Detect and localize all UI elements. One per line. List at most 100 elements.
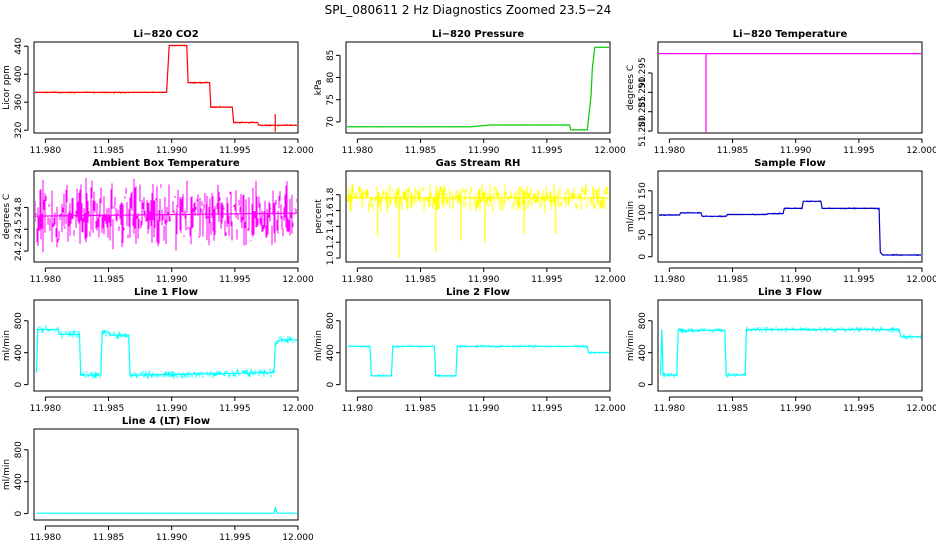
- x-tick-label: 11.985: [717, 275, 749, 285]
- x-tick-label: 12.000: [594, 146, 626, 156]
- plot-frame: [33, 170, 299, 263]
- panel: Li−820 Temperature 11.980 11.985 11.990 11.9…: [626, 29, 936, 156]
- x-tick-label: 12.000: [594, 275, 626, 285]
- x-tick-label: 11.980: [654, 275, 686, 285]
- series-group: [659, 200, 921, 257]
- y-axis-label: degrees C: [626, 65, 636, 110]
- x-tick-label: 11.980: [30, 533, 62, 540]
- y-tick-label: 70: [326, 116, 336, 128]
- x-tick-label: 11.985: [405, 146, 437, 156]
- y-axis-label: ml/min: [626, 330, 636, 361]
- y-tick-label: 800: [638, 312, 648, 329]
- panel: Line 1 Flow 11.980 11.985 11.990 11.995 12.00…: [2, 287, 314, 414]
- x-tick-label: 12.000: [906, 146, 936, 156]
- x-tick-label: 11.985: [93, 275, 125, 285]
- x-tick-label: 11.980: [30, 146, 62, 156]
- x-tick-label: 11.990: [780, 146, 812, 156]
- panel-title: Sample Flow: [754, 158, 826, 169]
- x-tick-label: 11.995: [219, 146, 251, 156]
- panel: Gas Stream RH 11.980 11.985 11.990 11.995 12.…: [314, 158, 626, 285]
- plot-frame: [657, 41, 923, 134]
- plot-frame: [345, 299, 611, 392]
- x-tick-label: 12.000: [282, 146, 314, 156]
- series-noise: [36, 325, 297, 380]
- y-axis-label: ml/min: [314, 330, 324, 361]
- y-tick-label: 800: [14, 312, 24, 329]
- x-tick-label: 11.995: [843, 146, 875, 156]
- y-tick-label: 800: [326, 312, 336, 329]
- x-tick-label: 11.995: [843, 404, 875, 414]
- y-tick-label: 50: [638, 229, 648, 241]
- series-group: [347, 183, 609, 259]
- panel: Li−820 CO2 11.980 11.985 11.990 11.995 12.000…: [2, 29, 314, 156]
- y-axis-label: kPa: [314, 80, 324, 96]
- x-tick-label: 11.990: [468, 146, 500, 156]
- x-tick-label: 11.985: [93, 404, 125, 414]
- panel: Line 3 Flow 11.980 11.985 11.990 11.995 12.00…: [626, 287, 936, 414]
- panel: Line 2 Flow 11.980 11.985 11.990 11.995 12.00…: [314, 287, 626, 414]
- panel-title: Line 4 (LT) Flow: [122, 416, 210, 427]
- y-tick-label: 360: [14, 93, 24, 110]
- series-line: [659, 328, 921, 376]
- x-tick-label: 11.995: [219, 275, 251, 285]
- x-tick-label: 11.985: [717, 146, 749, 156]
- y-tick-label: 24.8: [14, 197, 24, 217]
- x-tick-label: 11.985: [93, 533, 125, 540]
- x-tick-label: 11.995: [843, 275, 875, 285]
- y-tick-label: 80: [326, 72, 336, 84]
- y-tick-label: 1.6: [326, 203, 336, 218]
- x-tick-label: 12.000: [594, 404, 626, 414]
- series-group: [659, 326, 921, 378]
- panel: Sample Flow 11.980 11.985 11.990 11.995 12.00…: [626, 158, 936, 285]
- y-tick-label: 0: [14, 510, 24, 516]
- x-tick-label: 11.995: [531, 146, 563, 156]
- x-tick-label: 11.980: [342, 404, 374, 414]
- y-tick-label: 320: [14, 121, 24, 138]
- plot-frame: [33, 41, 299, 134]
- panel: Line 4 (LT) Flow 11.980 11.985 11.990 11.995…: [2, 416, 314, 540]
- y-tick-label: 24.2: [14, 241, 24, 261]
- y-tick-label: 400: [14, 473, 24, 490]
- panel-title: Ambient Box Temperature: [92, 158, 239, 169]
- y-tick-label: 0: [326, 381, 336, 387]
- y-tick-label: 51.285: [638, 96, 648, 128]
- series-noise: [660, 326, 921, 378]
- series-line: [659, 200, 921, 256]
- y-axis-label: Licor ppm: [2, 65, 12, 110]
- panel-title: Line 1 Flow: [134, 287, 198, 298]
- y-tick-label: 440: [14, 37, 24, 54]
- series-group: [659, 52, 921, 132]
- y-tick-label: 85: [326, 50, 336, 61]
- series-line: [348, 345, 609, 377]
- y-tick-label: 51.290: [638, 76, 648, 108]
- y-tick-label: 400: [14, 344, 24, 361]
- y-tick-label: 400: [638, 344, 648, 361]
- series-line: [35, 212, 297, 217]
- plot-frame: [33, 299, 299, 392]
- x-tick-label: 11.990: [156, 275, 188, 285]
- y-axis-label: ml/min: [2, 459, 12, 490]
- x-tick-label: 11.985: [405, 275, 437, 285]
- series-noise: [35, 44, 297, 127]
- series-noise: [35, 177, 297, 253]
- x-tick-label: 11.980: [30, 404, 62, 414]
- figure-title: SPL_080611 2 Hz Diagnostics Zoomed 23.5−…: [325, 3, 612, 17]
- x-tick-label: 11.985: [93, 146, 125, 156]
- panel-title: Li−820 Pressure: [432, 29, 525, 40]
- x-tick-label: 12.000: [282, 533, 314, 540]
- y-tick-label: 51.280: [638, 115, 648, 147]
- x-tick-label: 11.990: [780, 404, 812, 414]
- x-tick-label: 11.990: [468, 275, 500, 285]
- x-tick-label: 11.980: [342, 146, 374, 156]
- plot-frame: [33, 428, 299, 521]
- series-group: [35, 325, 297, 380]
- y-tick-label: 1.2: [326, 235, 336, 249]
- y-tick-label: 150: [638, 182, 648, 199]
- y-tick-label: 0: [14, 381, 24, 387]
- x-tick-label: 11.995: [531, 404, 563, 414]
- x-tick-label: 11.980: [654, 146, 686, 156]
- plot-frame: [345, 170, 611, 263]
- series-line: [36, 507, 297, 514]
- x-tick-label: 12.000: [906, 275, 936, 285]
- series-group: [348, 344, 609, 378]
